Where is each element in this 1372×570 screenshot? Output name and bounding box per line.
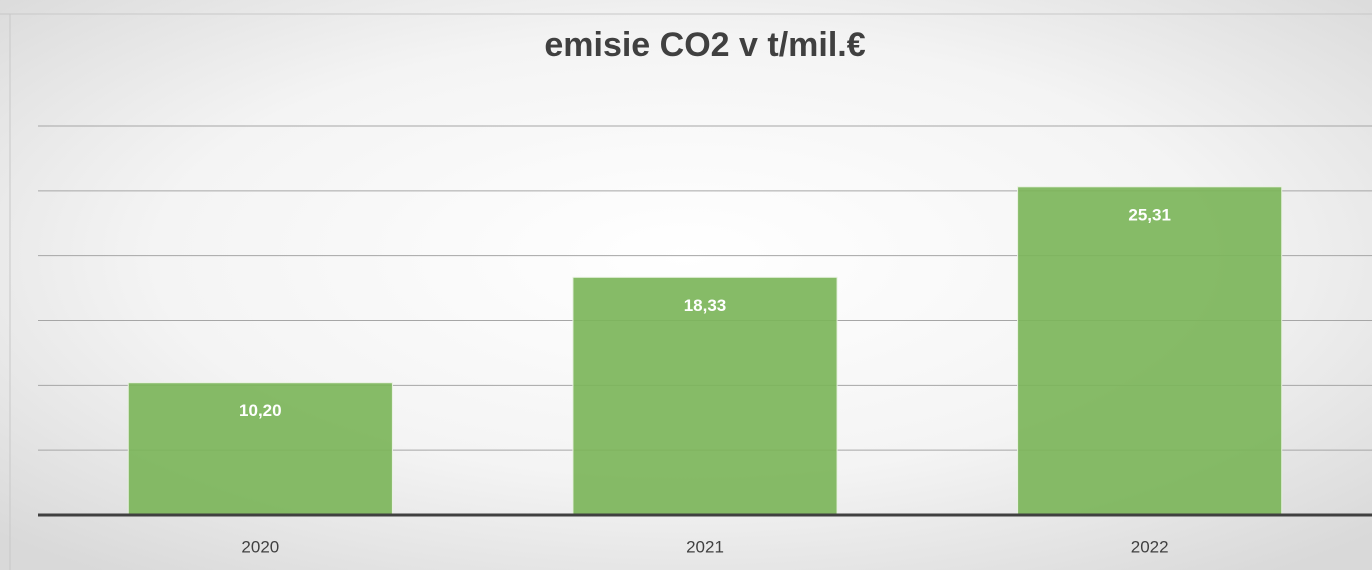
x-tick-label: 2021	[686, 537, 724, 556]
x-tick-label: 2020	[241, 537, 279, 556]
bar	[127, 382, 393, 516]
data-label: 10,20	[239, 401, 282, 420]
data-label: 25,31	[1128, 205, 1171, 224]
data-label: 18,33	[684, 296, 727, 315]
bar	[572, 276, 838, 516]
bar	[1017, 186, 1283, 516]
x-tick-label: 2022	[1131, 537, 1169, 556]
chart-title: emisie CO2 v t/mil.€	[544, 26, 865, 64]
